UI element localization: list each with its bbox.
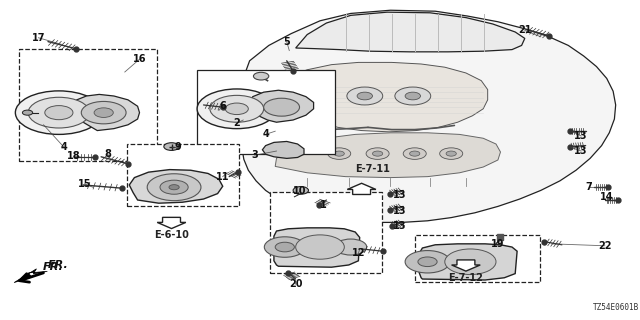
Circle shape — [372, 151, 383, 156]
Bar — [127, 144, 239, 206]
Text: 22: 22 — [598, 241, 612, 251]
Polygon shape — [269, 62, 488, 132]
Circle shape — [210, 95, 264, 122]
Polygon shape — [419, 244, 517, 280]
Polygon shape — [242, 10, 616, 222]
Circle shape — [440, 148, 463, 159]
Circle shape — [445, 249, 496, 275]
Circle shape — [147, 174, 201, 201]
Circle shape — [357, 92, 372, 100]
Circle shape — [15, 91, 102, 134]
Circle shape — [328, 148, 351, 159]
Circle shape — [197, 89, 276, 129]
Polygon shape — [274, 228, 360, 267]
Text: 17: 17 — [31, 33, 45, 43]
Text: 16: 16 — [132, 54, 147, 64]
Text: FR.: FR. — [43, 262, 63, 272]
Circle shape — [299, 87, 335, 105]
Circle shape — [22, 110, 33, 115]
Text: 4: 4 — [61, 142, 67, 152]
Polygon shape — [72, 94, 140, 131]
Text: 7: 7 — [586, 182, 592, 192]
Text: FR.: FR. — [47, 260, 68, 270]
Text: 8: 8 — [104, 148, 111, 159]
Text: E-7-12: E-7-12 — [449, 273, 483, 283]
Text: 13: 13 — [393, 189, 407, 200]
Text: 18: 18 — [67, 151, 81, 161]
Circle shape — [81, 101, 126, 124]
Circle shape — [418, 257, 437, 267]
Text: 13: 13 — [393, 220, 407, 231]
Text: 14: 14 — [600, 192, 614, 202]
Polygon shape — [14, 269, 47, 283]
Polygon shape — [348, 183, 376, 195]
Circle shape — [403, 148, 426, 159]
Text: 5: 5 — [284, 36, 290, 47]
Circle shape — [160, 180, 188, 194]
Text: 9: 9 — [175, 142, 181, 152]
Text: 2: 2 — [234, 118, 240, 128]
Polygon shape — [296, 12, 525, 52]
Bar — [197, 70, 335, 154]
Circle shape — [395, 87, 431, 105]
Circle shape — [335, 239, 367, 255]
Text: TZ54E0601B: TZ54E0601B — [593, 303, 639, 312]
Bar — [415, 235, 540, 282]
Circle shape — [446, 151, 456, 156]
Circle shape — [405, 251, 450, 273]
Bar — [19, 49, 157, 161]
Circle shape — [45, 106, 73, 120]
Text: 12: 12 — [351, 248, 365, 259]
Text: 13: 13 — [574, 146, 588, 156]
Polygon shape — [262, 141, 304, 158]
Text: E-7-11: E-7-11 — [355, 164, 390, 174]
Circle shape — [94, 108, 113, 117]
Text: 13: 13 — [393, 205, 407, 216]
Text: 15: 15 — [77, 179, 92, 189]
Text: E-6-10: E-6-10 — [154, 230, 189, 240]
Text: 11: 11 — [216, 172, 230, 182]
Circle shape — [296, 235, 344, 259]
Circle shape — [334, 151, 344, 156]
Polygon shape — [275, 133, 500, 178]
Circle shape — [366, 148, 389, 159]
Circle shape — [264, 237, 305, 257]
Circle shape — [275, 242, 294, 252]
Text: 13: 13 — [574, 131, 588, 141]
Circle shape — [347, 87, 383, 105]
Circle shape — [410, 151, 420, 156]
Circle shape — [309, 92, 324, 100]
Polygon shape — [129, 170, 223, 203]
Circle shape — [293, 187, 308, 194]
Polygon shape — [157, 217, 186, 228]
Text: 6: 6 — [220, 101, 226, 111]
Polygon shape — [452, 260, 480, 271]
Text: 19: 19 — [491, 239, 505, 249]
Text: 4: 4 — [262, 129, 269, 140]
Circle shape — [164, 143, 179, 150]
Circle shape — [225, 103, 248, 115]
Circle shape — [253, 72, 269, 80]
Text: 10: 10 — [292, 186, 307, 196]
Circle shape — [169, 185, 179, 190]
Text: 1: 1 — [320, 200, 326, 210]
Text: 20: 20 — [289, 279, 303, 289]
Bar — [270, 192, 382, 273]
Text: 21: 21 — [518, 25, 532, 36]
Text: 3: 3 — [252, 150, 258, 160]
Circle shape — [28, 97, 90, 128]
Circle shape — [264, 98, 300, 116]
Circle shape — [405, 92, 420, 100]
Polygon shape — [250, 90, 314, 122]
